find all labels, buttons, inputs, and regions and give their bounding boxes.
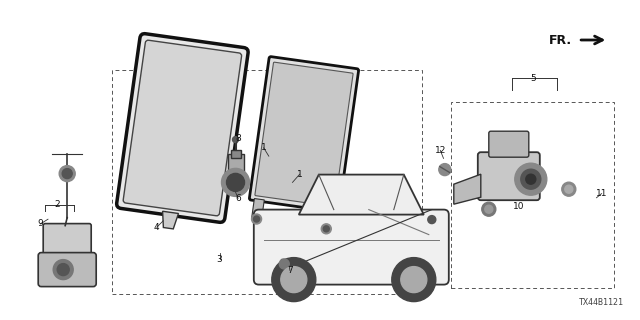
Circle shape (272, 258, 316, 301)
Circle shape (482, 202, 496, 216)
Bar (282, 259, 300, 268)
Circle shape (279, 259, 289, 269)
Polygon shape (321, 208, 334, 229)
FancyBboxPatch shape (116, 34, 248, 222)
Text: 12: 12 (435, 146, 446, 155)
Text: TX44B1121: TX44B1121 (579, 298, 624, 307)
Bar (228, 155, 243, 172)
FancyBboxPatch shape (250, 57, 358, 212)
Circle shape (53, 260, 73, 280)
FancyBboxPatch shape (44, 224, 92, 258)
Circle shape (321, 224, 332, 234)
Text: 2: 2 (55, 200, 60, 209)
Text: 11: 11 (596, 189, 607, 198)
Circle shape (62, 169, 72, 179)
Polygon shape (454, 174, 481, 204)
Circle shape (253, 216, 260, 222)
Circle shape (564, 185, 573, 193)
Circle shape (232, 137, 239, 143)
Text: 8: 8 (236, 134, 241, 143)
FancyBboxPatch shape (123, 40, 242, 216)
Bar (230, 149, 241, 157)
Circle shape (392, 258, 436, 301)
Text: 1: 1 (261, 143, 266, 152)
Circle shape (562, 182, 576, 196)
Polygon shape (299, 175, 424, 215)
Circle shape (60, 166, 76, 182)
Circle shape (227, 173, 244, 191)
Text: 9: 9 (38, 220, 43, 228)
Text: 1: 1 (297, 170, 302, 179)
Text: 10: 10 (513, 202, 524, 211)
FancyBboxPatch shape (489, 131, 529, 157)
Circle shape (57, 264, 69, 276)
Circle shape (401, 267, 427, 292)
Text: 3: 3 (217, 255, 222, 264)
Circle shape (526, 174, 536, 184)
FancyBboxPatch shape (478, 152, 540, 200)
Circle shape (252, 214, 262, 224)
Text: 6: 6 (236, 194, 241, 203)
Circle shape (221, 168, 250, 196)
FancyBboxPatch shape (254, 210, 449, 284)
FancyBboxPatch shape (38, 252, 96, 287)
Bar (451, 102, 614, 288)
Polygon shape (252, 198, 264, 220)
Circle shape (439, 164, 451, 176)
Circle shape (281, 267, 307, 292)
Circle shape (323, 226, 329, 232)
FancyBboxPatch shape (255, 62, 353, 207)
Circle shape (485, 205, 493, 213)
Text: FR.: FR. (549, 34, 572, 46)
Circle shape (521, 169, 541, 189)
Bar (112, 70, 422, 294)
Polygon shape (163, 211, 179, 229)
Text: 7: 7 (287, 266, 292, 275)
Text: 4: 4 (154, 223, 159, 232)
Circle shape (515, 163, 547, 195)
Circle shape (428, 216, 436, 224)
Text: 5: 5 (531, 74, 536, 83)
